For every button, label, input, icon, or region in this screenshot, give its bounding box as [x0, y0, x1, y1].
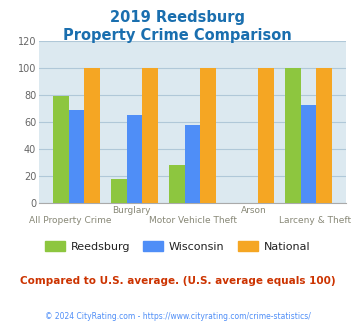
- Text: Compared to U.S. average. (U.S. average equals 100): Compared to U.S. average. (U.S. average …: [20, 276, 335, 285]
- Legend: Reedsburg, Wisconsin, National: Reedsburg, Wisconsin, National: [40, 237, 315, 256]
- Bar: [111, 179, 127, 203]
- Text: Property Crime Comparison: Property Crime Comparison: [63, 28, 292, 43]
- Bar: [285, 68, 301, 203]
- Bar: [84, 68, 100, 203]
- Text: © 2024 CityRating.com - https://www.cityrating.com/crime-statistics/: © 2024 CityRating.com - https://www.city…: [45, 312, 310, 321]
- Bar: [142, 68, 158, 203]
- Bar: [53, 96, 69, 203]
- Text: Burglary: Burglary: [112, 206, 151, 215]
- Bar: [201, 68, 216, 203]
- Text: Motor Vehicle Theft: Motor Vehicle Theft: [149, 216, 236, 225]
- Text: Larceny & Theft: Larceny & Theft: [279, 216, 351, 225]
- Bar: [301, 105, 317, 203]
- Bar: [258, 68, 274, 203]
- Bar: [169, 165, 185, 203]
- Bar: [127, 115, 142, 203]
- Bar: [69, 110, 84, 203]
- Text: Arson: Arson: [241, 206, 267, 215]
- Text: 2019 Reedsburg: 2019 Reedsburg: [110, 10, 245, 25]
- Bar: [185, 125, 201, 203]
- Bar: [317, 68, 332, 203]
- Text: All Property Crime: All Property Crime: [28, 216, 111, 225]
